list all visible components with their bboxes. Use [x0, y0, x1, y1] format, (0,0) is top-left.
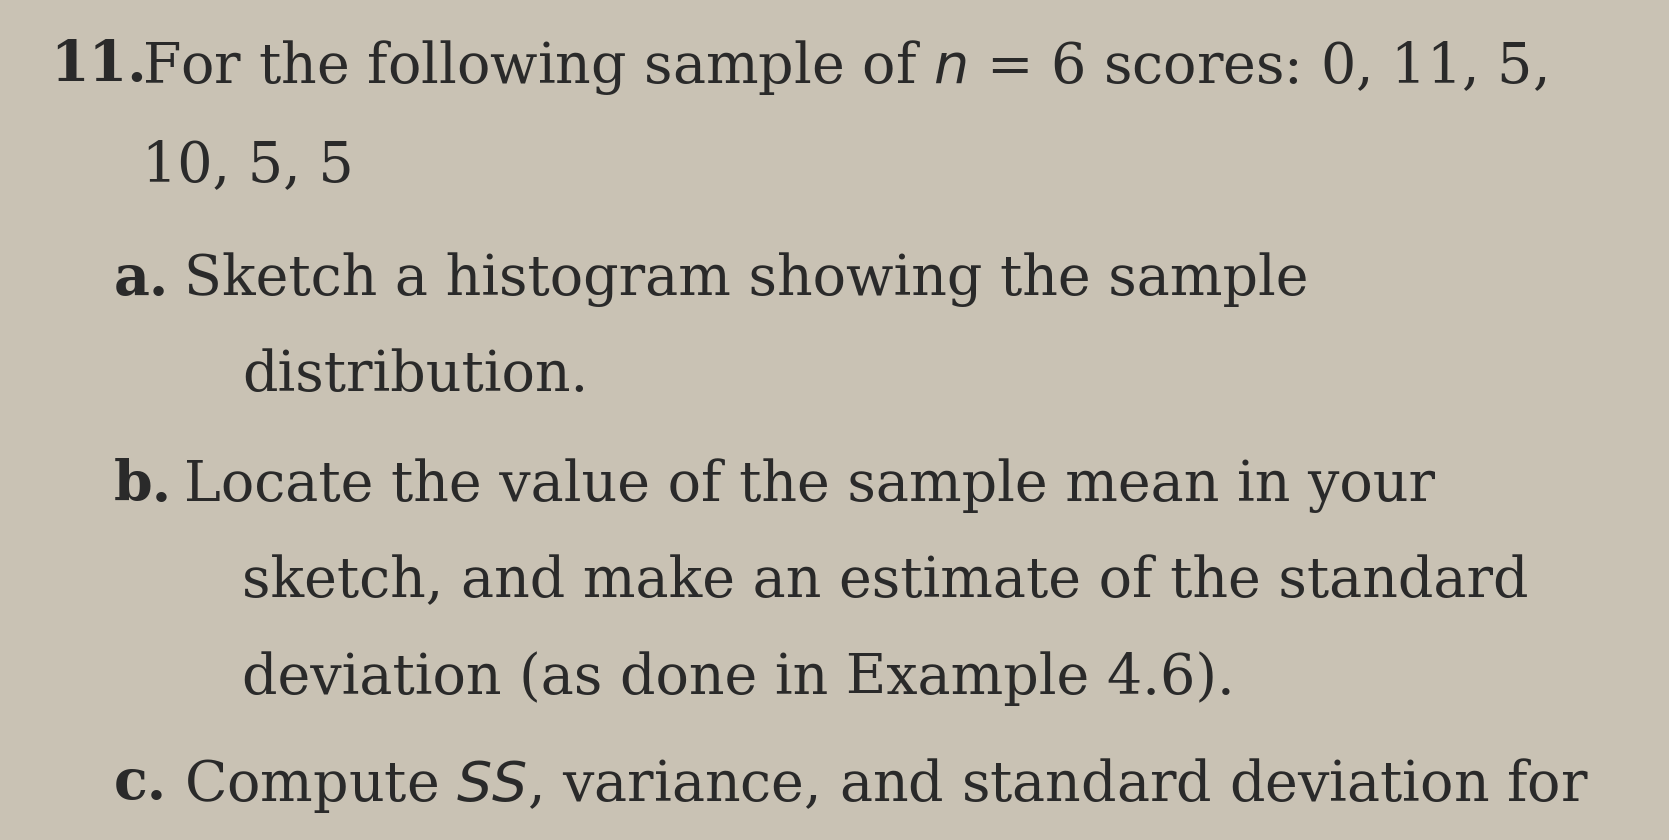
Text: a.: a.: [113, 252, 169, 307]
Text: Compute $SS$, variance, and standard deviation for: Compute $SS$, variance, and standard dev…: [184, 756, 1589, 815]
Text: sketch, and make an estimate of the standard: sketch, and make an estimate of the stan…: [242, 554, 1529, 609]
Text: deviation (as done in Example 4.6).: deviation (as done in Example 4.6).: [242, 651, 1235, 706]
Text: distribution.: distribution.: [242, 349, 587, 403]
Text: 11.: 11.: [50, 38, 147, 92]
Text: Sketch a histogram showing the sample: Sketch a histogram showing the sample: [184, 252, 1308, 307]
Text: 10, 5, 5: 10, 5, 5: [142, 139, 354, 193]
Text: b.: b.: [113, 458, 172, 512]
Text: Locate the value of the sample mean in your: Locate the value of the sample mean in y…: [184, 458, 1435, 512]
Text: For the following sample of $n$ = 6 scores: 0, 11, 5,: For the following sample of $n$ = 6 scor…: [142, 38, 1545, 97]
Text: c.: c.: [113, 756, 167, 811]
